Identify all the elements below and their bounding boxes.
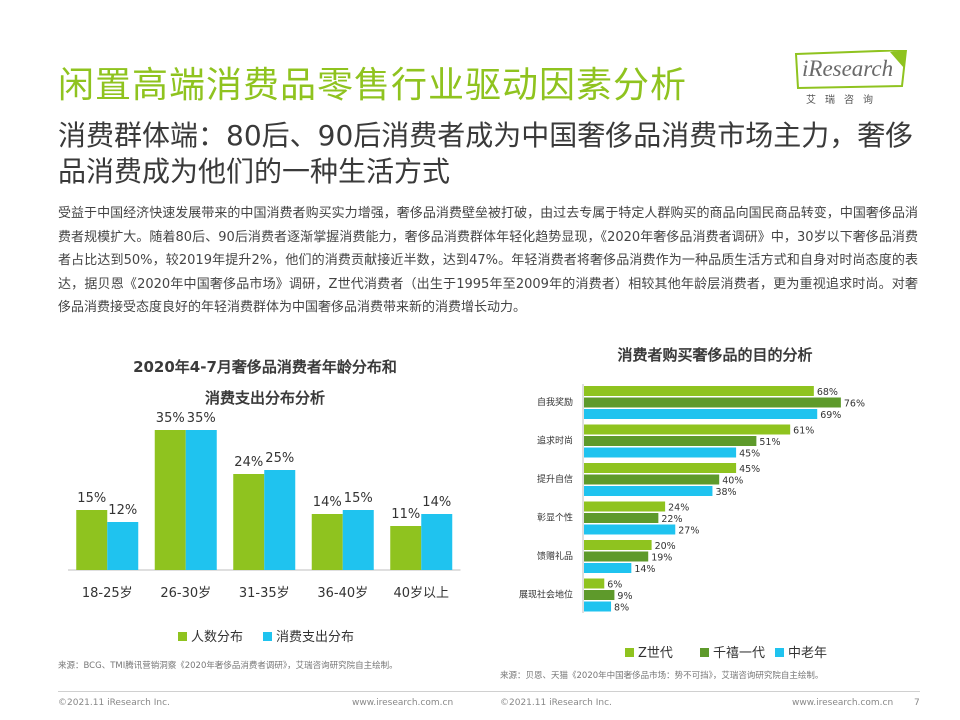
- bar-label-Z世代-馈赠礼品: 20%: [655, 541, 676, 552]
- bar-消费支出分布-18-25岁: [107, 522, 139, 570]
- category-label-馈赠礼品: 馈赠礼品: [537, 550, 573, 562]
- bar-label-中老年-追求时尚: 45%: [739, 449, 760, 460]
- tick-label-36-40岁: 36-40岁: [317, 586, 368, 601]
- bar-label-Z世代-展现社会地位: 6%: [607, 580, 622, 591]
- legend-swatch-消费支出分布: [263, 632, 272, 641]
- bar-label-中老年-提升自信: 38%: [715, 487, 736, 498]
- bar-label-Z世代-提升自信: 45%: [739, 464, 760, 475]
- bar-消费支出分布-26-30岁: [185, 430, 217, 570]
- footer-copyright-1: ©2021.11 iResearch Inc.: [58, 698, 170, 708]
- chart1-title-line2: 消费支出分布分析: [204, 389, 325, 407]
- bar-label-千禧一代-自我奖励: 76%: [844, 399, 865, 410]
- bar-label-千禧一代-彰显个性: 22%: [661, 514, 682, 525]
- bar-中老年-自我奖励: [584, 409, 818, 419]
- logo-subtitle: 艾瑞咨询: [806, 95, 882, 106]
- bar-label-Z世代-追求时尚: 61%: [793, 426, 814, 437]
- bar-label-千禧一代-馈赠礼品: 19%: [651, 553, 672, 564]
- footer-website-1: www.iresearch.com.cn: [352, 698, 454, 708]
- bar-千禧一代-提升自信: [584, 474, 720, 485]
- bar-label-千禧一代-提升自信: 40%: [722, 476, 743, 487]
- legend-label-人数分布: 人数分布: [191, 630, 243, 645]
- bar-中老年-追求时尚: [584, 447, 737, 458]
- bar-label-消费支出分布-18-25岁: 12%: [108, 503, 137, 518]
- legend-label-中老年: 中老年: [788, 646, 827, 661]
- bar-label-千禧一代-追求时尚: 51%: [759, 437, 780, 448]
- footer-divider: [58, 691, 920, 692]
- legend-swatch-Z世代: [625, 648, 634, 657]
- tick-label-26-30岁: 26-30岁: [160, 586, 211, 601]
- legend-swatch-中老年: [775, 648, 784, 657]
- bar-label-Z世代-彰显个性: 24%: [668, 503, 689, 514]
- bar-label-人数分布-18-25岁: 15%: [77, 491, 106, 506]
- bar-label-Z世代-自我奖励: 68%: [817, 387, 838, 398]
- chart2-source: 来源：贝恩、天猫《2020年中国奢侈品市场：势不可挡》，艾瑞咨询研究院自主绘制。: [500, 671, 824, 681]
- category-label-自我奖励: 自我奖励: [537, 396, 573, 408]
- logo-word: iResearch: [802, 56, 894, 81]
- bar-中老年-提升自信: [584, 486, 713, 496]
- bar-label-人数分布-36-40岁: 14%: [313, 495, 342, 510]
- bar-中老年-彰显个性: [584, 524, 676, 535]
- bar-Z世代-馈赠礼品: [584, 540, 652, 550]
- bar-Z世代-彰显个性: [584, 501, 666, 512]
- bar-消费支出分布-40岁以上: [421, 514, 453, 570]
- category-label-彰显个性: 彰显个性: [537, 512, 573, 524]
- legend-label-Z世代: Z世代: [638, 646, 673, 661]
- bar-label-中老年-展现社会地位: 8%: [614, 603, 629, 614]
- bar-千禧一代-彰显个性: [584, 513, 659, 523]
- purchase-purpose-chart: 68%76%69%自我奖励61%51%45%追求时尚45%40%38%提升自信2…: [519, 384, 865, 661]
- bar-Z世代-追求时尚: [584, 424, 791, 435]
- legend-label-千禧一代: 千禧一代: [713, 646, 765, 661]
- bar-中老年-馈赠礼品: [584, 563, 632, 573]
- bar-label-中老年-彰显个性: 27%: [678, 526, 699, 537]
- bar-人数分布-36-40岁: [311, 514, 343, 570]
- bar-label-人数分布-40岁以上: 11%: [391, 507, 420, 522]
- logo-frame-icon: [794, 50, 908, 90]
- page-subtitle: 消费群体端：80后、90后消费者成为中国奢侈品消费市场主力，奢侈品消费成为他们的…: [58, 119, 914, 188]
- bar-人数分布-40岁以上: [390, 526, 422, 570]
- bar-千禧一代-馈赠礼品: [584, 551, 649, 562]
- bar-中老年-展现社会地位: [584, 601, 612, 612]
- bar-Z世代-提升自信: [584, 463, 737, 473]
- category-label-追求时尚: 追求时尚: [537, 435, 573, 447]
- bar-label-千禧一代-展现社会地位: 9%: [617, 591, 632, 602]
- footer-copyright-2: ©2021.11 iResearch Inc.: [500, 698, 612, 708]
- bar-label-消费支出分布-40岁以上: 14%: [422, 495, 451, 510]
- bar-label-人数分布-31-35岁: 24%: [234, 455, 263, 470]
- bar-人数分布-26-30岁: [154, 430, 186, 570]
- legend-swatch-人数分布: [178, 632, 187, 641]
- bar-label-消费支出分布-31-35岁: 25%: [265, 451, 294, 466]
- chart1-source: 来源：BCG、TMI腾讯营销洞察《2020年奢侈品消费者调研》，艾瑞咨询研究院自…: [58, 661, 398, 671]
- bar-人数分布-31-35岁: [233, 474, 265, 570]
- page-number: 7: [914, 698, 920, 708]
- chart2-title: 消费者购买奢侈品的目的分析: [617, 346, 813, 364]
- chart1-title: 2020年4-7月奢侈品消费者年龄分布和 消费支出分布分析: [90, 352, 440, 414]
- category-label-提升自信: 提升自信: [537, 473, 573, 485]
- legend-swatch-千禧一代: [700, 648, 709, 657]
- bar-人数分布-18-25岁: [76, 510, 108, 570]
- footer-website-2: www.iresearch.com.cn: [792, 698, 894, 708]
- iresearch-logo: iResearch 艾瑞咨询: [794, 50, 914, 110]
- page-title: 闲置高端消费品零售行业驱动因素分析: [58, 65, 688, 106]
- legend-label-消费支出分布: 消费支出分布: [276, 630, 354, 645]
- bar-千禧一代-展现社会地位: [584, 590, 615, 600]
- bar-消费支出分布-36-40岁: [342, 510, 374, 570]
- bar-label-消费支出分布-26-30岁: 35%: [187, 411, 216, 426]
- bar-Z世代-自我奖励: [584, 386, 814, 396]
- bar-千禧一代-追求时尚: [584, 436, 757, 446]
- tick-label-18-25岁: 18-25岁: [82, 586, 133, 601]
- bar-label-消费支出分布-36-40岁: 15%: [344, 491, 373, 506]
- tick-label-40岁以上: 40岁以上: [393, 586, 449, 601]
- bar-label-中老年-馈赠礼品: 14%: [634, 564, 655, 575]
- body-paragraph: 受益于中国经济快速发展带来的中国消费者购买实力增强，奢侈品消费壁垒被打破，由过去…: [58, 206, 918, 316]
- bar-千禧一代-自我奖励: [584, 397, 841, 408]
- tick-label-31-35岁: 31-35岁: [239, 586, 290, 601]
- bar-label-人数分布-26-30岁: 35%: [156, 411, 185, 426]
- bar-label-中老年-自我奖励: 69%: [820, 410, 841, 421]
- category-label-展现社会地位: 展现社会地位: [519, 589, 573, 601]
- chart1-title-line1: 2020年4-7月奢侈品消费者年龄分布和: [133, 358, 397, 376]
- bar-Z世代-展现社会地位: [584, 578, 605, 589]
- bar-消费支出分布-31-35岁: [264, 470, 296, 570]
